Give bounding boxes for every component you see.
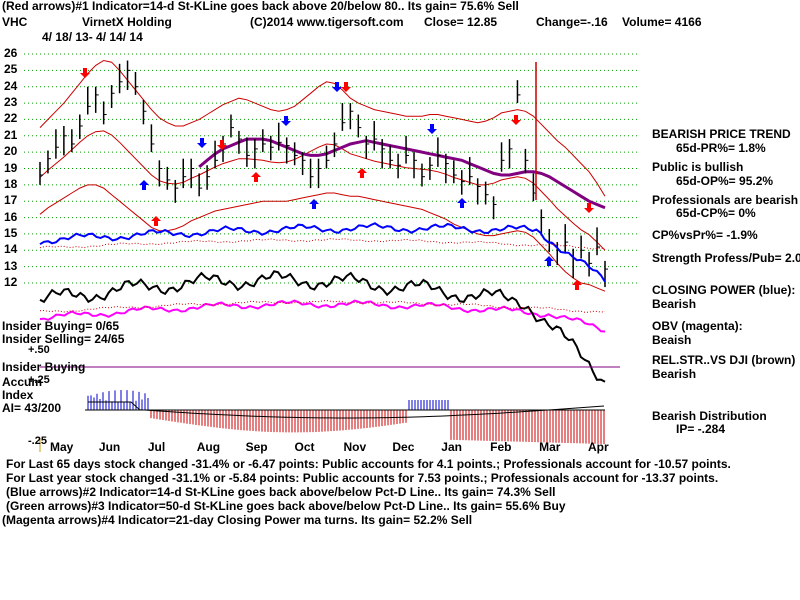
buy-arrow: [309, 199, 319, 209]
sell-arrow: [281, 116, 291, 126]
y-tick-label: 20: [4, 144, 18, 159]
x-tick-label: May: [50, 440, 74, 454]
relstr-label: REL.STR..VS DJI (brown): [652, 353, 796, 367]
insider-buying-count: Insider Buying= 0/65: [2, 319, 120, 333]
x-tick-label: Sep: [245, 440, 268, 454]
chart-grid: [24, 53, 640, 284]
sell-arrow: [217, 140, 227, 150]
public-title: Public is bullish: [652, 160, 744, 174]
lower-band-line: [39, 184, 606, 292]
buy-arrow: [544, 256, 554, 266]
sell-arrow: [332, 82, 342, 92]
date-range: 4/ 18/ 13- 4/ 14/ 14: [42, 30, 143, 44]
x-tick-label: Aug: [196, 440, 221, 454]
x-tick-label: Mar: [539, 440, 561, 454]
distribution-label: Bearish Distribution: [652, 409, 767, 423]
y-tick-label: 21: [4, 127, 18, 142]
obv-label: OBV (magenta):: [652, 319, 743, 333]
level-minus-25: -.25: [28, 435, 47, 447]
y-tick-label: 23: [4, 95, 18, 110]
y-tick-label: 19: [4, 160, 18, 175]
sell-arrow: [584, 203, 594, 213]
sell-arrow: [80, 68, 90, 78]
volume-value: Volume= 4166: [622, 15, 702, 29]
footer-year: For Last year stock changed -31.1% or -5…: [6, 471, 719, 485]
x-tick-label: Oct: [294, 440, 315, 454]
close-value: Close= 12.85: [424, 15, 498, 29]
closing-power-ma: [39, 238, 606, 250]
sell-arrow: [197, 138, 207, 148]
mid-band-line: [39, 130, 606, 251]
buy-arrow: [251, 172, 261, 182]
sell-arrow: [341, 82, 351, 92]
level-plus-25: +.25: [28, 374, 50, 386]
closing-power-label: CLOSING POWER (blue):: [652, 283, 796, 297]
strength-value: Strength Profess/Pub= 2.0: [652, 251, 800, 265]
signal-arrows: [80, 68, 594, 290]
trend-title: BEARISH PRICE TREND: [652, 127, 791, 141]
y-tick-label: 26: [4, 46, 18, 60]
x-tick-label: Jun: [98, 440, 121, 454]
sell-arrow: [427, 124, 437, 134]
x-tick-label: Nov: [343, 440, 367, 454]
cp-value: 65d-CP%= 0%: [676, 206, 756, 220]
buy-arrow: [457, 198, 467, 208]
accum-ma-line: [88, 401, 605, 419]
index-label: Index: [2, 388, 34, 402]
footer-green-arrows: (Green arrows)#3 Indicator=50-d St-KLine…: [6, 499, 566, 513]
y-tick-label: 13: [4, 258, 18, 273]
y-tick-label: 16: [4, 209, 18, 224]
ai-value: AI= 43/200: [2, 401, 62, 415]
y-tick-label: 12: [4, 275, 18, 289]
upper-band-line: [39, 59, 606, 197]
pr-value: 65d-PR%= 1.8%: [676, 141, 766, 155]
x-tick-label: Apr: [588, 440, 609, 454]
insider-buying-label: Insider Buying: [2, 360, 86, 374]
x-tick-label: Jul: [147, 440, 166, 454]
pros-title: Professionals are bearish: [652, 193, 799, 207]
y-tick-label: 25: [4, 62, 18, 77]
copyright: (C)2014 www.tigersoft.com: [250, 15, 404, 29]
insider-selling-count: Insider Selling= 24/65: [2, 332, 125, 346]
obv-status: Beaish: [652, 333, 692, 347]
footer-magenta-arrows: (Magenta arrows)#4 Indicator=21-day Clos…: [2, 513, 473, 527]
closing-power-status: Bearish: [652, 297, 697, 311]
buy-arrow: [572, 280, 582, 290]
indicator-lines: [39, 222, 606, 383]
ticker: VHC: [2, 15, 28, 29]
footer-65day: For Last 65 days stock changed -31.4% or…: [6, 457, 731, 471]
moving-average-line: [198, 137, 606, 210]
sell-arrow: [511, 115, 521, 125]
obv-ma: [39, 299, 606, 313]
price-bars: [39, 60, 608, 288]
obv-line: [39, 299, 606, 333]
y-tick-label: 14: [4, 242, 18, 257]
x-tick-label: Dec: [392, 440, 415, 454]
buy-arrow: [357, 168, 367, 178]
x-tick-label: Jan: [441, 440, 462, 454]
cp-vs-pr: CP%vsPr%= -1.9%: [652, 228, 758, 242]
closing-power-line: [39, 222, 606, 283]
buy-arrow: [139, 180, 149, 190]
op-value: 65d-OP%= 95.2%: [676, 174, 774, 188]
y-tick-label: 18: [4, 176, 18, 191]
company-name: VirnetX Holding: [82, 15, 172, 29]
relstr-status: Bearish: [652, 367, 697, 381]
y-tick-label: 15: [4, 225, 18, 240]
x-tick-label: Feb: [490, 440, 512, 454]
rel-strength-line: [39, 270, 606, 383]
header-indicator-1: (Red arrows)#1 Indicator=14-d St-KLine g…: [2, 0, 519, 13]
accumulation-histogram: [87, 390, 605, 444]
buy-arrow: [151, 216, 161, 226]
change-value: Change=-.16: [536, 15, 608, 29]
level-plus-50: +.50: [28, 344, 50, 356]
y-tick-label: 22: [4, 111, 18, 126]
ip-value: IP= -.284: [676, 422, 726, 436]
y-tick-label: 24: [4, 78, 18, 93]
footer-blue-arrows: (Blue arrows)#2 Indicator=14-d St-KLine …: [6, 485, 556, 499]
accum-label: Accum: [2, 375, 43, 389]
y-tick-label: 17: [4, 193, 18, 208]
band-lines: [39, 59, 606, 292]
